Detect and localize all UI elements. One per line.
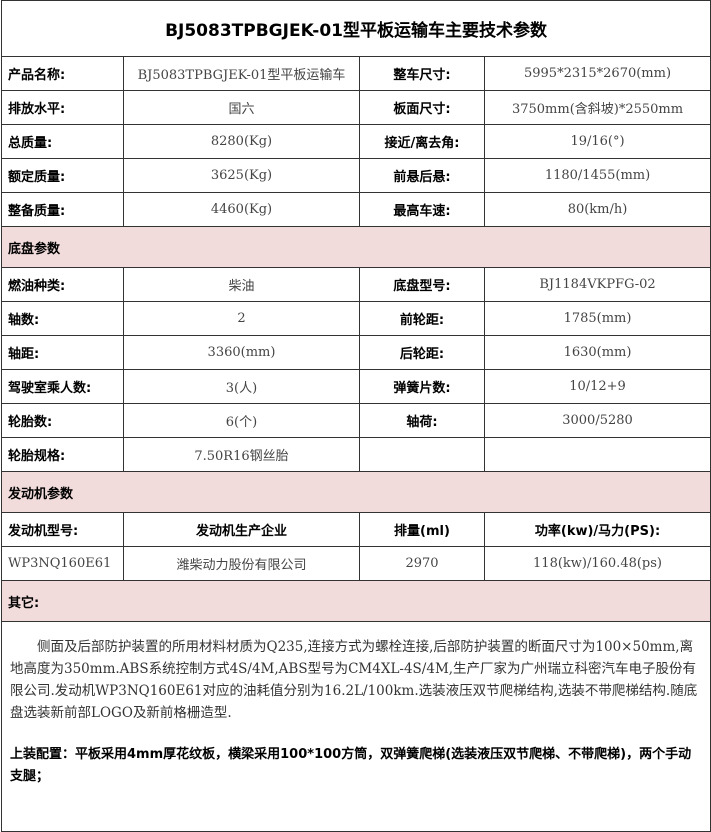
spec-value: 国六 [123,90,360,125]
page-title: BJ5083TPBGJEK-01型平板运输车主要技术参数 [0,0,711,57]
spec-value: 80(km/h) [483,192,711,227]
spec-row: 额定质量: 3625(Kg) 前悬后悬: 1180/1455(mm) [1,158,711,193]
spec-row: 燃油种类: 柴油 底盘型号: BJ1184VKPFG-02 [1,267,711,302]
spec-label: 额定质量: [1,158,124,193]
spec-label: 前悬后悬: [359,158,485,193]
spec-label: 轮胎数: [1,403,124,438]
spec-label: 弹簧片数: [359,369,485,404]
spec-value: 1785(mm) [483,301,711,336]
spec-label: 产品名称: [1,56,124,91]
engine-value: WP3NQ160E61 [1,546,124,581]
spec-label: 接近/离去角: [359,124,485,159]
spec-value: BJ5083TPBGJEK-01型平板运输车 [123,56,360,91]
spec-value: 5995*2315*2670(mm) [483,56,711,91]
spec-value: 3750mm(含斜坡)*2550mm [483,90,711,125]
spec-row: 产品名称: BJ5083TPBGJEK-01型平板运输车 整车尺寸: 5995*231… [1,56,711,91]
spec-row: 轮胎数: 6(个) 轴荷: 3000/5280 [1,403,711,438]
engine-header: 排量(ml) [359,512,485,547]
engine-header: 发动机型号: [1,512,124,547]
other-notes: 侧面及后部防护装置的所用材料材质为Q235,连接方式为螺栓连接,后部防护装置的断… [0,621,711,832]
spec-row: 轴距: 3360(mm) 后轮距: 1630(mm) [1,335,711,370]
spec-value: 19/16(°) [483,124,711,159]
spec-label: 燃油种类: [1,267,124,302]
spec-label: 排放水平: [1,90,124,125]
spec-value: 1630(mm) [483,335,711,370]
spec-value: BJ1184VKPFG-02 [483,267,711,302]
upper-config-text: 上装配置：平板采用4mm厚花纹板，横梁采用100*100方筒，双弹簧爬梯(选装液… [10,747,692,784]
spec-value: 3000/5280 [483,403,711,438]
spec-label: 轴数: [1,301,124,336]
spec-row: 轴数: 2 前轮距: 1785(mm) [1,301,711,336]
spec-label: 轴距: [1,335,124,370]
engine-header: 发动机生产企业 [123,512,360,547]
engine-header: 功率(kw)/马力(PS): [483,512,711,547]
spec-label: 驾驶室乘人数: [1,369,124,404]
spec-row: 排放水平: 国六 板面尺寸: 3750mm(含斜坡)*2550mm [1,90,711,125]
spec-label: 总质量: [1,124,124,159]
spec-label: 后轮距: [359,335,485,370]
spec-label: 底盘型号: [359,267,485,302]
spec-label: 最高车速: [359,192,485,227]
notes-paragraph: 侧面及后部防护装置的所用材料材质为Q235,连接方式为螺栓连接,后部防护装置的断… [10,639,698,721]
spec-label: 整车尺寸: [359,56,485,91]
section-engine: 发动机参数 [0,471,711,513]
engine-value: 118(kw)/160.48(ps) [483,546,711,581]
spec-value: 3360(mm) [123,335,360,370]
spec-value: 3(人) [123,369,360,404]
spec-value: 6(个) [123,403,360,438]
section-other: 其它: [0,580,711,622]
spec-value: 10/12+9 [483,369,711,404]
spec-row: 整备质量: 4460(Kg) 最高车速: 80(km/h) [1,192,711,227]
spec-label: 板面尺寸: [359,90,485,125]
spec-label: 轴荷: [359,403,485,438]
engine-value: 2970 [359,546,485,581]
spec-row: 总质量: 8280(Kg) 接近/离去角: 19/16(°) [1,124,711,159]
spec-value: 1180/1455(mm) [483,158,711,193]
spec-label: 整备质量: [1,192,124,227]
spec-row: 驾驶室乘人数: 3(人) 弹簧片数: 10/12+9 [1,369,711,404]
spec-label: 前轮距: [359,301,485,336]
spec-value: 2 [123,301,360,336]
spec-value: 8280(Kg) [123,124,360,159]
spec-row: 轮胎规格: 7.50R16钢丝胎 [1,437,711,472]
engine-value: 潍柴动力股份有限公司 [123,546,360,581]
spec-label: 轮胎规格: [1,437,124,472]
spec-value: 7.50R16钢丝胎 [123,437,360,472]
spec-value: 4460(Kg) [123,192,360,227]
section-chassis: 底盘参数 [0,226,711,268]
spec-value: 柴油 [123,267,360,302]
spec-value: 3625(Kg) [123,158,360,193]
spec-value [483,437,711,472]
spec-label [359,437,485,472]
